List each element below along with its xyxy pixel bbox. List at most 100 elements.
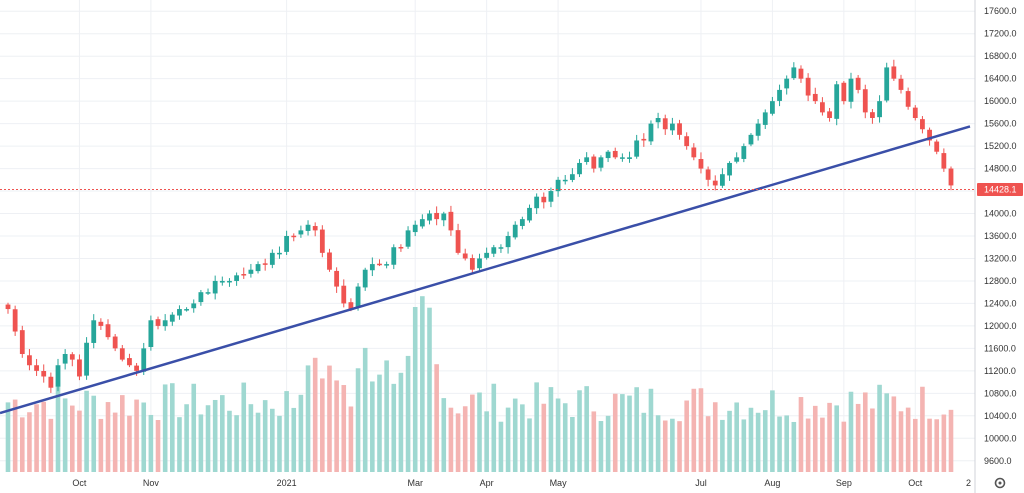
candle-body — [219, 280, 225, 283]
candle-body — [441, 213, 447, 221]
candle-body — [105, 324, 111, 338]
candle-body — [734, 157, 740, 162]
volume-bar — [148, 414, 154, 472]
volume-bar — [327, 365, 332, 472]
volume-bar — [212, 399, 218, 472]
candle-body — [905, 91, 911, 107]
candle-body — [69, 354, 75, 360]
candle-body — [448, 211, 454, 231]
x-tick-label: Jul — [695, 478, 707, 488]
time-axis[interactable]: OctNov2021MarAprMayJulAugSepOctDec2022 — [72, 478, 1024, 488]
volume-bar — [862, 392, 868, 472]
volume-bar — [634, 387, 639, 472]
candle-body — [762, 112, 768, 125]
volume-bar — [162, 384, 168, 472]
candle-body — [269, 252, 275, 265]
volume-bar — [120, 395, 125, 472]
x-tick-label: May — [550, 478, 568, 488]
volume-bar — [812, 405, 818, 472]
candle-body — [948, 168, 954, 186]
volume-bar — [834, 405, 839, 472]
volume-bar — [655, 415, 661, 472]
volume-bar — [34, 404, 39, 472]
volume-bar — [820, 417, 825, 472]
candle-body — [305, 224, 311, 231]
trend-line[interactable] — [0, 125, 971, 415]
volume-bar — [905, 407, 911, 472]
volume-bar — [770, 390, 775, 472]
candle-body — [591, 156, 597, 169]
volume-bar — [520, 404, 525, 472]
candle-body — [62, 354, 68, 364]
volume-bar — [570, 416, 575, 472]
y-tick-label: 16000.0 — [984, 96, 1017, 106]
volume-bar — [334, 380, 339, 472]
volume-bar — [555, 398, 561, 472]
volume-bar — [377, 374, 382, 472]
candle-body — [248, 269, 254, 274]
volume-bar — [391, 383, 397, 472]
candle-body — [784, 78, 790, 89]
candle-body — [770, 101, 775, 114]
candle-body — [205, 292, 211, 294]
volume-bar — [627, 395, 632, 472]
y-tick-label: 10800.0 — [984, 388, 1017, 398]
candle-body — [884, 67, 890, 101]
candle-body — [820, 102, 825, 113]
candle-body — [934, 141, 940, 152]
volume-bar — [91, 395, 97, 472]
candle-body — [277, 252, 282, 255]
current-price-tag: 14428.1 — [977, 182, 1023, 196]
candle-body — [34, 365, 39, 371]
candle-body — [119, 348, 125, 360]
candle-body — [169, 314, 175, 322]
volume-bars — [5, 296, 954, 472]
volume-bar — [891, 396, 897, 472]
volume-bar — [348, 406, 354, 472]
volume-bar — [220, 395, 225, 472]
candle-body — [920, 119, 925, 130]
candle-body — [527, 207, 532, 221]
candle-body — [619, 157, 625, 159]
volume-bar — [298, 394, 304, 472]
volume-bar — [55, 386, 61, 472]
volume-bar — [748, 407, 754, 472]
volume-bar — [420, 296, 425, 472]
x-tick-label: Mar — [407, 478, 423, 488]
candle-body — [627, 157, 632, 159]
candle-body — [369, 264, 375, 271]
price-axis[interactable]: 17600.0 17200.0 16800.0 16400.0 16000.0 15600… — [984, 6, 1017, 466]
candle-body — [312, 226, 318, 231]
volume-bar — [355, 368, 361, 472]
volume-bar — [448, 407, 454, 472]
candle-body — [127, 358, 132, 366]
volume-bar — [255, 412, 261, 472]
corner-label: 2 — [966, 478, 971, 488]
volume-bar — [827, 402, 832, 472]
candle-body — [498, 247, 504, 249]
volume-bar — [791, 421, 797, 472]
volume-bar — [727, 410, 732, 472]
volume-bar — [41, 401, 47, 472]
volume-bar — [870, 408, 875, 472]
candle-body — [648, 123, 654, 142]
candle-body — [491, 247, 497, 254]
volume-bar — [648, 388, 654, 472]
y-tick-label: 10400.0 — [984, 411, 1017, 421]
volume-bar — [691, 388, 697, 472]
volume-bar — [141, 402, 147, 472]
volume-bar — [698, 388, 704, 472]
candle-body — [677, 123, 682, 135]
volume-bar — [455, 413, 461, 472]
y-tick-label: 16400.0 — [984, 74, 1017, 84]
gear-icon[interactable] — [994, 477, 1006, 489]
volume-bar — [941, 414, 947, 472]
y-tick-label: 11600.0 — [984, 343, 1016, 353]
volume-bar — [912, 418, 918, 472]
candle-body — [834, 84, 840, 119]
candle-body — [855, 77, 861, 90]
candle-body — [419, 219, 425, 227]
volume-bar — [527, 418, 532, 472]
